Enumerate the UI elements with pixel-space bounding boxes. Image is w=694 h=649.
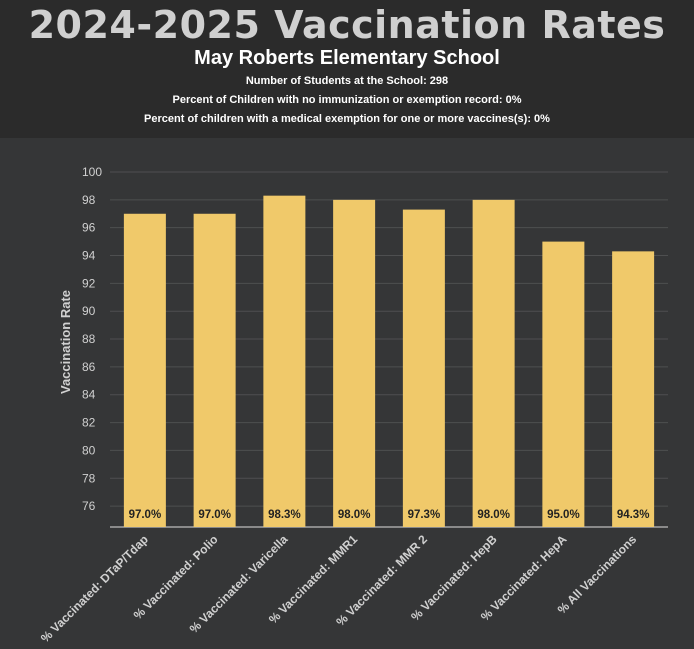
- bar-value-label: 94.3%: [617, 509, 650, 521]
- bar: [333, 199, 376, 527]
- chart-title: 2024-2025 Vaccination Rates: [28, 3, 666, 47]
- y-tick-label: 94: [82, 249, 96, 263]
- y-tick-label: 88: [82, 332, 96, 346]
- x-tick-label: % All Vaccinations: [555, 532, 640, 617]
- bar-value-label: 98.3%: [268, 509, 301, 521]
- bar-value-label: 98.0%: [477, 509, 510, 521]
- bar-value-label: 97.3%: [408, 509, 441, 521]
- bar: [263, 195, 306, 527]
- bar: [472, 199, 515, 527]
- y-tick-label: 84: [82, 388, 96, 402]
- bar: [123, 213, 166, 527]
- bar: [193, 213, 236, 527]
- x-tick-label: % Vaccinated: DTaP/Tdap: [38, 532, 151, 645]
- school-name: May Roberts Elementary School: [194, 47, 500, 69]
- bar-value-label: 98.0%: [338, 509, 371, 521]
- bar: [612, 251, 655, 527]
- y-tick-label: 96: [82, 221, 96, 235]
- y-axis-title: Vaccination Rate: [58, 290, 73, 394]
- bar: [542, 241, 585, 527]
- y-tick-label: 100: [82, 165, 102, 179]
- bar-value-label: 95.0%: [547, 509, 580, 521]
- no-record-text: Percent of Children with no immunization…: [172, 94, 522, 106]
- y-tick-label: 92: [82, 276, 96, 290]
- medical-exemption-text: Percent of children with a medical exemp…: [144, 113, 550, 125]
- bar: [402, 209, 445, 527]
- y-tick-label: 86: [82, 360, 96, 374]
- bar-value-label: 97.0%: [198, 509, 231, 521]
- student-count-text: Number of Students at the School: 298: [245, 75, 449, 87]
- bar-value-label: 97.0%: [129, 509, 162, 521]
- y-tick-label: 80: [82, 443, 96, 457]
- y-tick-label: 76: [82, 499, 96, 513]
- y-tick-label: 82: [82, 416, 96, 430]
- y-tick-label: 90: [82, 304, 96, 318]
- y-tick-label: 98: [82, 193, 96, 207]
- chart-header: 2024-2025 Vaccination Rates May Roberts …: [0, 0, 694, 138]
- y-tick-label: 78: [82, 471, 96, 485]
- bar-chart: 76 78 80 82 84 86 88 90 92 94 96 98 100 Vaccination R…: [38, 165, 668, 645]
